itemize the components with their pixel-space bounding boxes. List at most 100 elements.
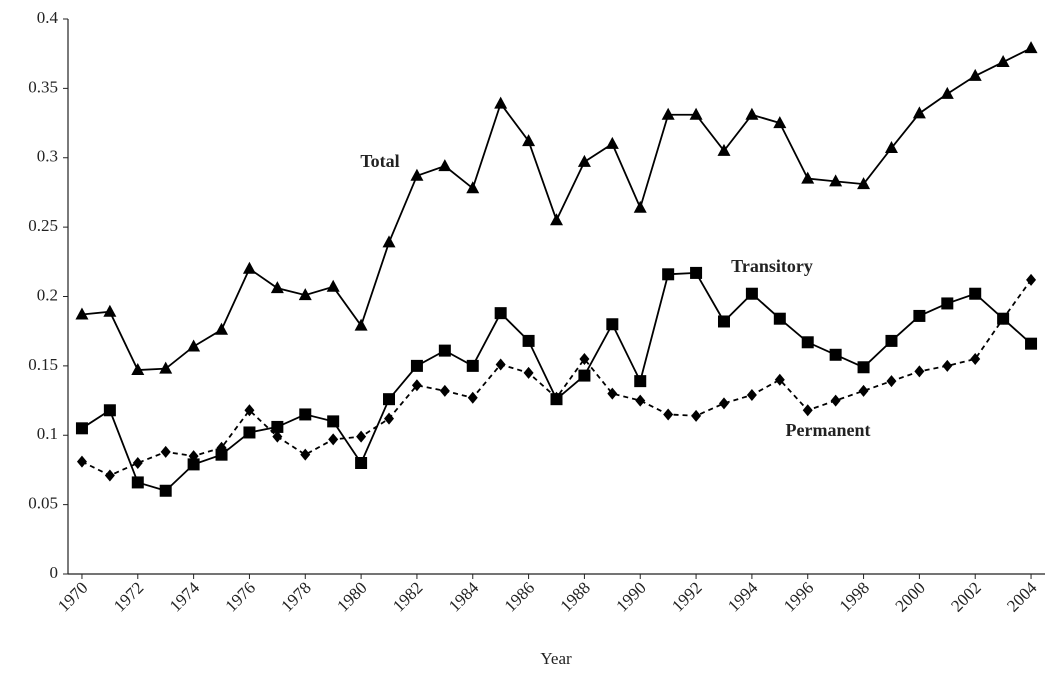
- marker: [75, 422, 88, 435]
- marker: [886, 375, 897, 388]
- marker: [773, 312, 786, 325]
- x-tick-label: 1988: [557, 578, 594, 615]
- y-tick-label: 0.25: [28, 216, 58, 235]
- marker: [717, 315, 730, 328]
- marker: [215, 448, 228, 461]
- series-label: Permanent: [786, 420, 871, 440]
- marker: [913, 309, 926, 322]
- marker: [187, 339, 201, 352]
- marker: [968, 68, 982, 81]
- series-label: Transitory: [731, 256, 813, 276]
- marker: [912, 106, 926, 119]
- marker: [244, 404, 255, 417]
- marker: [857, 177, 871, 190]
- marker: [103, 304, 117, 317]
- series-line: [81, 47, 1032, 371]
- marker: [495, 358, 506, 371]
- marker: [914, 365, 925, 378]
- series-label: Total: [360, 151, 399, 171]
- marker: [634, 375, 647, 388]
- marker: [830, 394, 841, 407]
- marker: [384, 412, 395, 425]
- marker: [76, 455, 87, 468]
- marker: [383, 393, 396, 406]
- x-tick-label: 1976: [222, 578, 259, 615]
- marker: [382, 235, 396, 248]
- marker: [884, 141, 898, 154]
- marker: [215, 322, 229, 335]
- marker: [523, 366, 534, 379]
- marker: [801, 171, 815, 184]
- marker: [355, 457, 368, 469]
- marker: [494, 307, 507, 320]
- marker: [635, 394, 646, 407]
- marker: [410, 359, 423, 372]
- x-tick-label: 2000: [891, 578, 928, 615]
- marker: [438, 159, 452, 172]
- marker: [354, 318, 368, 331]
- marker: [270, 281, 284, 294]
- marker: [691, 409, 702, 422]
- marker: [103, 404, 116, 417]
- x-tick-label: 1990: [612, 578, 649, 615]
- marker: [745, 107, 759, 120]
- marker: [606, 318, 619, 331]
- marker: [633, 200, 647, 213]
- marker: [550, 213, 563, 226]
- x-tick-label: 1996: [780, 578, 817, 615]
- marker: [970, 352, 981, 365]
- x-tick-label: 1984: [445, 578, 483, 616]
- x-tick-label: 2004: [1003, 578, 1041, 616]
- x-tick-label: 1972: [110, 578, 147, 615]
- marker: [410, 168, 424, 181]
- x-tick-label: 1998: [836, 578, 873, 615]
- y-tick-label: 0.35: [28, 77, 58, 96]
- marker: [494, 96, 508, 109]
- marker: [216, 441, 227, 454]
- marker: [356, 430, 367, 443]
- y-tick-label: 0.2: [37, 285, 58, 304]
- marker: [298, 288, 312, 301]
- marker: [607, 387, 618, 400]
- marker: [131, 363, 145, 376]
- marker: [299, 408, 312, 421]
- x-tick-label: 1970: [54, 578, 91, 615]
- marker: [579, 352, 590, 365]
- marker: [941, 297, 954, 310]
- marker: [159, 361, 173, 374]
- marker: [326, 279, 340, 292]
- marker: [663, 408, 674, 421]
- marker: [774, 373, 785, 386]
- marker: [411, 379, 422, 392]
- marker: [940, 86, 954, 99]
- marker: [717, 143, 731, 156]
- marker: [578, 369, 591, 382]
- marker: [131, 476, 144, 489]
- y-tick-label: 0.1: [37, 424, 58, 443]
- marker: [857, 361, 870, 374]
- x-tick-label: 1986: [501, 578, 538, 615]
- y-tick-label: 0.15: [28, 355, 58, 374]
- marker: [690, 266, 703, 279]
- marker: [243, 426, 256, 439]
- marker: [662, 268, 675, 281]
- marker: [773, 116, 787, 129]
- marker: [439, 384, 450, 397]
- marker: [801, 336, 814, 349]
- x-tick-label: 1992: [668, 578, 705, 615]
- marker: [661, 107, 675, 120]
- x-tick-label: 1994: [724, 578, 762, 616]
- marker: [802, 404, 813, 417]
- y-tick-label: 0.05: [28, 494, 58, 513]
- marker: [242, 261, 256, 274]
- marker: [942, 359, 953, 372]
- x-tick-label: 2002: [947, 578, 984, 615]
- marker: [998, 312, 1009, 325]
- marker: [75, 307, 89, 320]
- marker: [577, 154, 591, 167]
- marker: [188, 450, 199, 463]
- marker: [745, 287, 758, 300]
- x-tick-label: 1982: [389, 578, 426, 615]
